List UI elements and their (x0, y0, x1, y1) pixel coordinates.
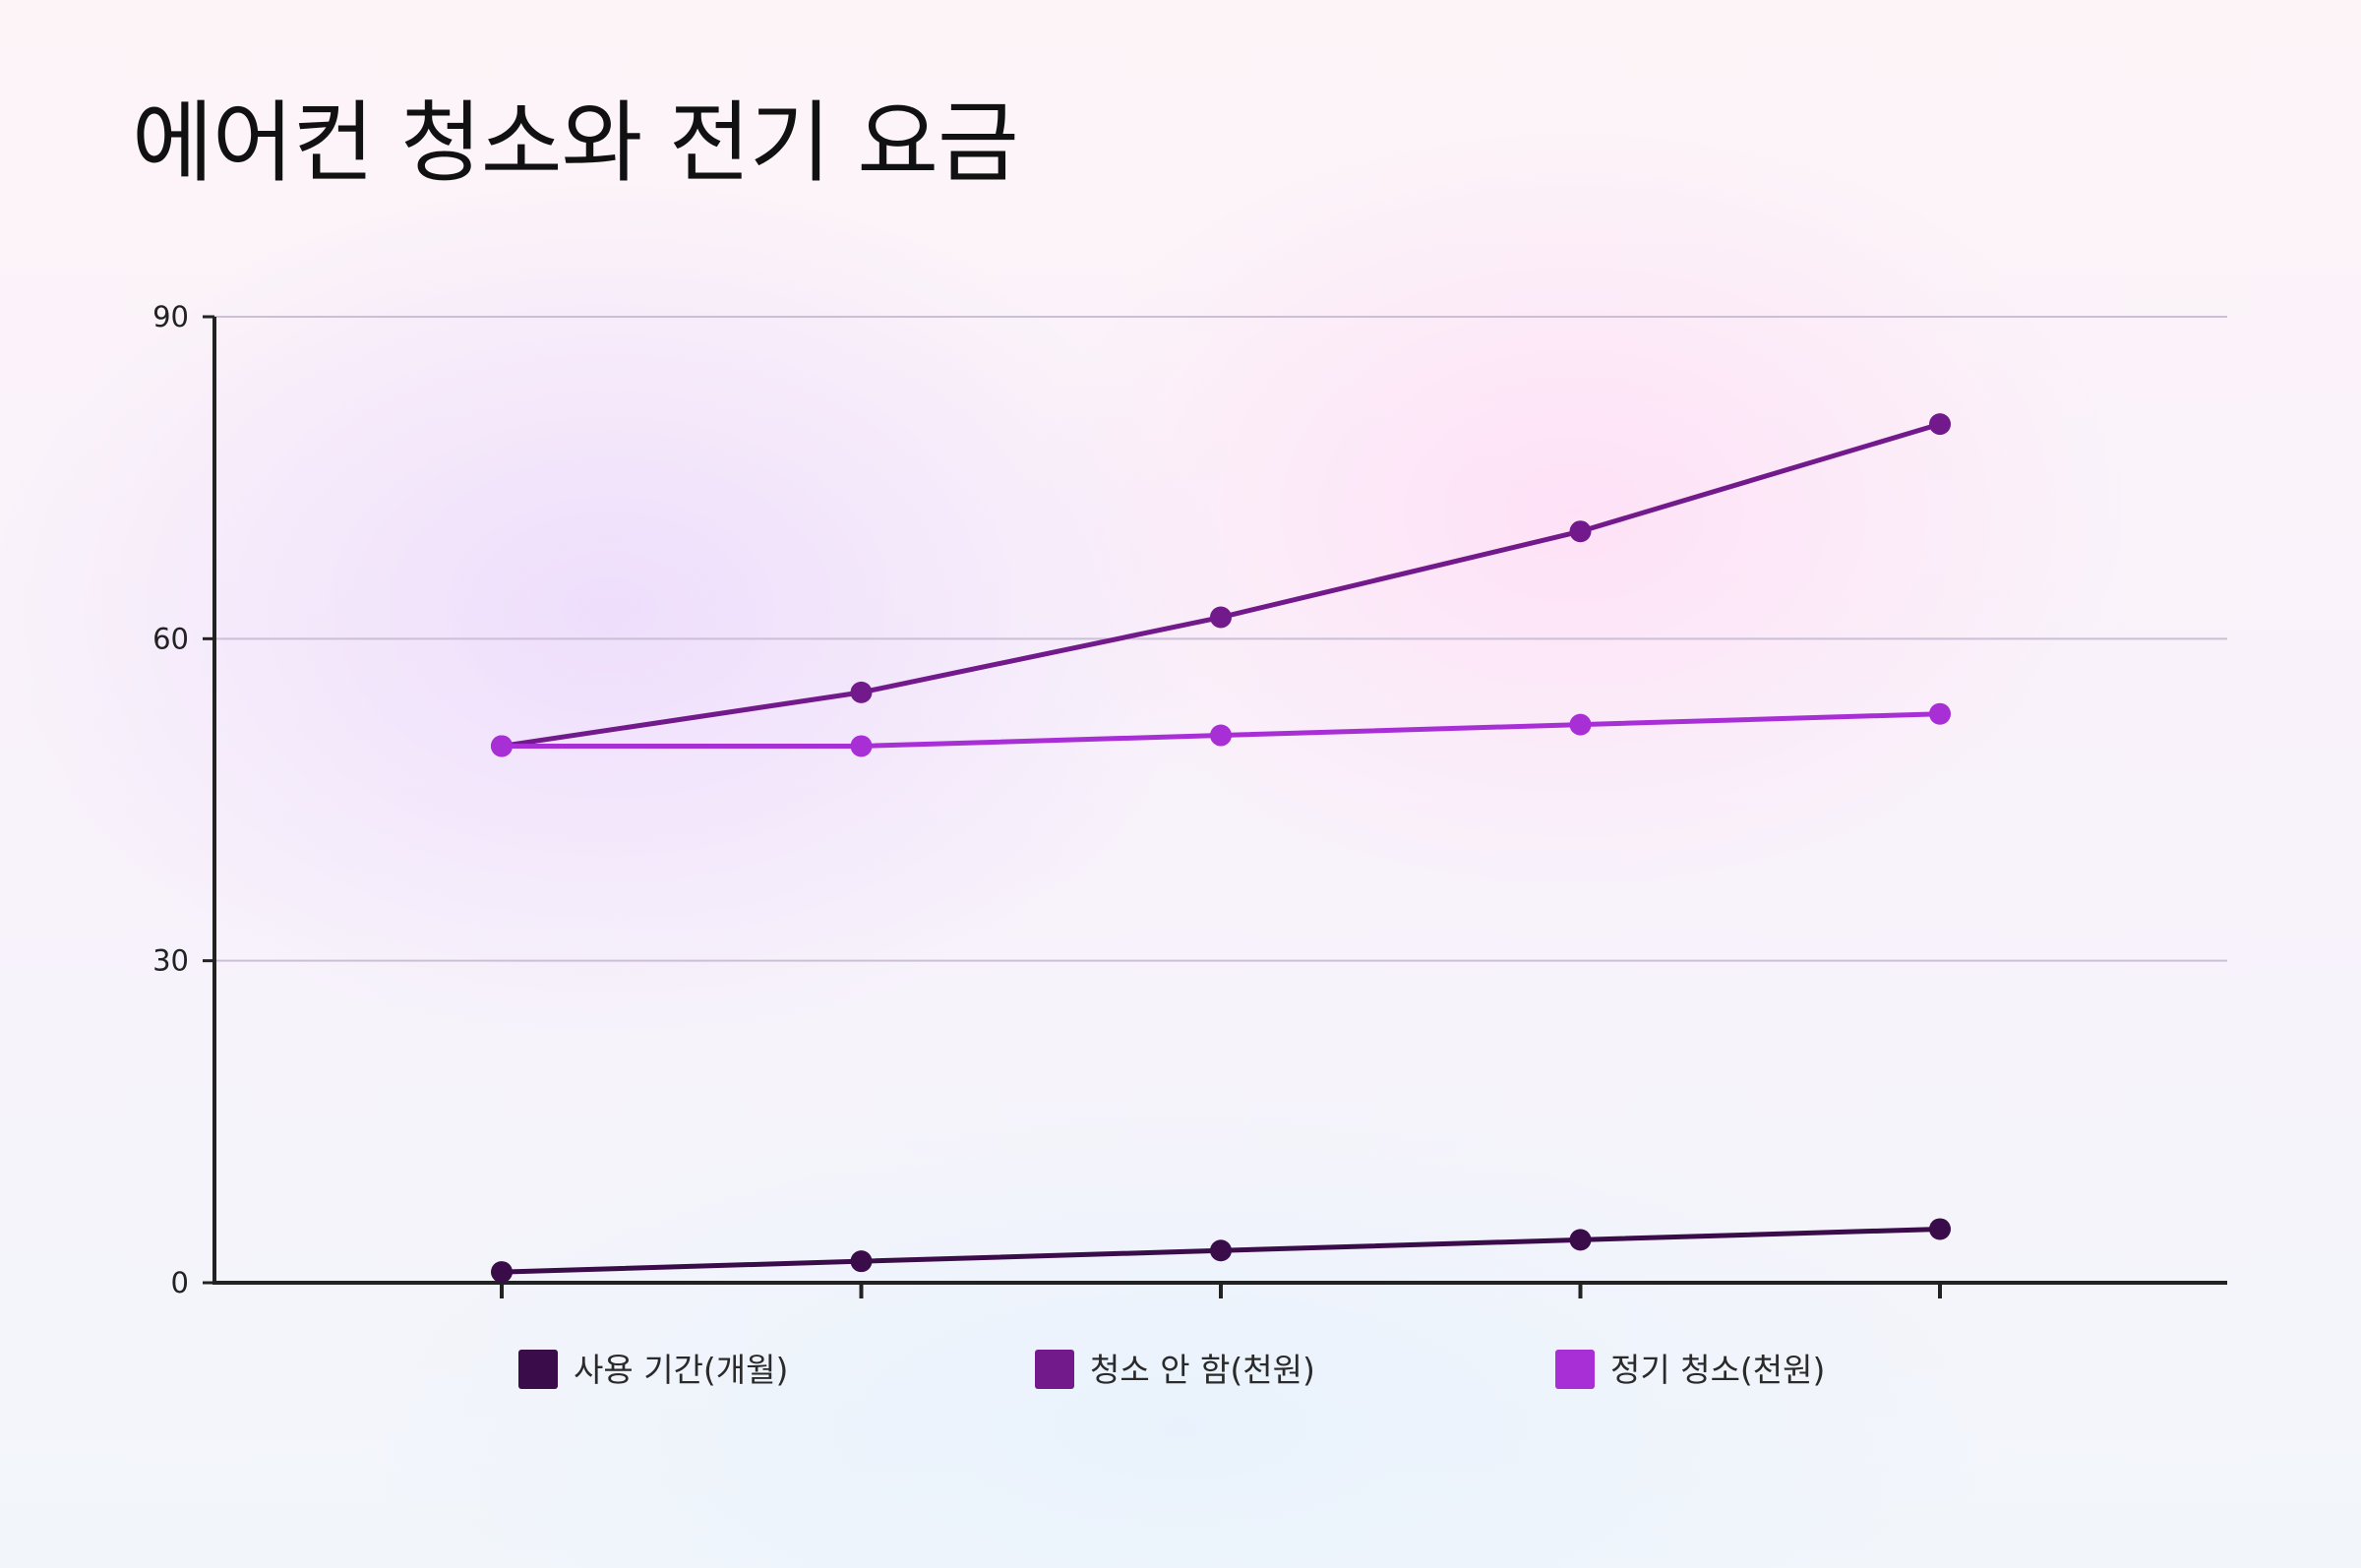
legend-label: 청소 안 함(천원) (1090, 1351, 1315, 1389)
series-1 (491, 1218, 1951, 1284)
series-3 (491, 702, 1951, 757)
y-tick-label: 90 (152, 300, 189, 333)
data-point (491, 735, 513, 757)
data-point (491, 1261, 513, 1284)
series-2 (491, 413, 1951, 757)
legend-swatch (518, 1350, 558, 1389)
data-point (1929, 413, 1951, 436)
series-line (501, 421, 1941, 749)
data-point (1929, 702, 1951, 725)
legend-item-3[interactable]: 정기 청소(천원) (1555, 1350, 1825, 1389)
data-point (1210, 1239, 1232, 1262)
data-point (1210, 724, 1232, 747)
chart-title: 에어컨 청소와 전기 요금 (132, 91, 1019, 195)
y-axis-ticks: 0 30 60 90 (152, 300, 214, 1299)
axes (212, 317, 2227, 1285)
x-axis-ticks (500, 1283, 1942, 1298)
legend-item-2[interactable]: 청소 안 함(천원) (1035, 1350, 1315, 1389)
legend-label: 정기 청소(천원) (1610, 1351, 1825, 1389)
y-tick-label: 0 (171, 1266, 189, 1299)
data-point (1210, 606, 1232, 629)
legend-swatch (1555, 1350, 1595, 1389)
legend-label: 사용 기간(개월) (574, 1351, 788, 1389)
data-point (1569, 520, 1592, 543)
y-tick-label: 60 (152, 622, 189, 655)
data-point (850, 681, 873, 703)
data-point (850, 735, 873, 757)
y-tick-label: 30 (152, 944, 189, 978)
data-point (1569, 1229, 1592, 1251)
data-point (1569, 713, 1592, 736)
legend: 사용 기간(개월) 청소 안 함(천원) 정기 청소(천원) (518, 1350, 1825, 1389)
legend-item-1[interactable]: 사용 기간(개월) (518, 1350, 788, 1389)
data-point (1929, 1218, 1951, 1240)
legend-swatch (1035, 1350, 1074, 1389)
data-point (850, 1250, 873, 1273)
series-group (491, 413, 1951, 1284)
grid-lines (214, 316, 2227, 962)
